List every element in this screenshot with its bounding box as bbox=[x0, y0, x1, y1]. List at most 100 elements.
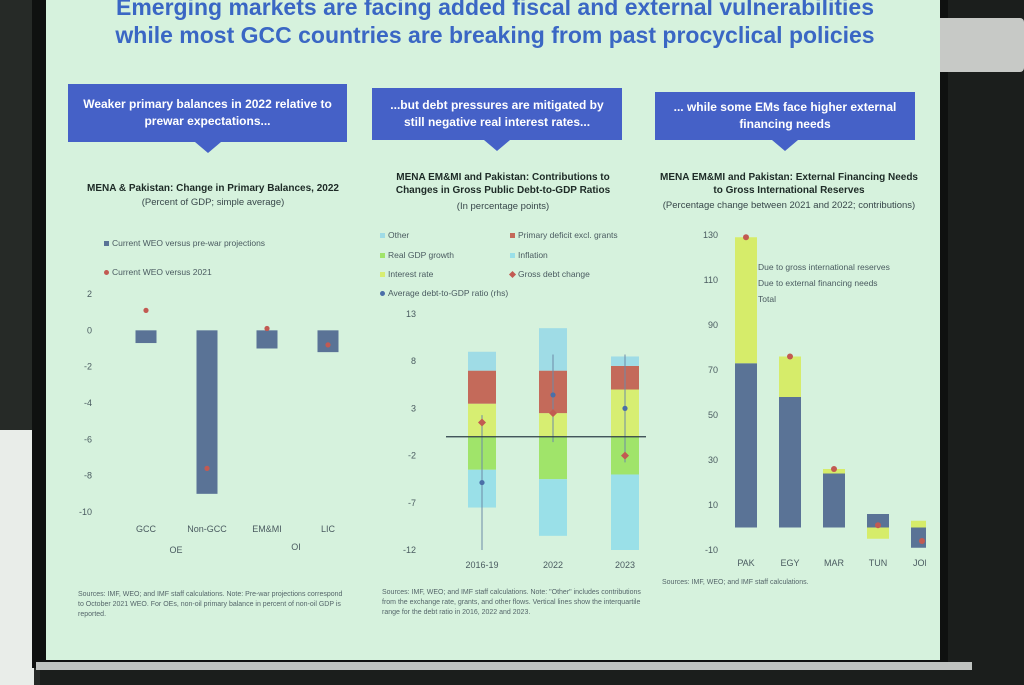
legend-square-icon bbox=[510, 253, 515, 259]
panel1-bar-LIC bbox=[317, 330, 339, 353]
panel1-xtick-label: LIC bbox=[321, 524, 336, 534]
panel2-legend-item-2: Real GDP growth bbox=[380, 250, 454, 261]
panel3-xtick-label: JOR bbox=[913, 558, 926, 568]
panel1-xtick-label: GCC bbox=[136, 524, 157, 534]
panel3-ytick-label: 70 bbox=[708, 365, 718, 375]
banner-right: ... while some EMs face higher external … bbox=[655, 92, 915, 151]
panel1-ytick-label: -10 bbox=[79, 507, 92, 517]
panel1-ytick-label: -8 bbox=[84, 471, 92, 481]
panel2-source: Sources: IMF, WEO; and IMF staff calcula… bbox=[382, 589, 641, 616]
panel1-ytick-label: -4 bbox=[84, 398, 92, 408]
panel1-bar-Non-GCC bbox=[196, 330, 218, 494]
panel1-ytick-label: 0 bbox=[87, 325, 92, 335]
legend-square-icon bbox=[104, 241, 109, 247]
panel2-xtick-label: 2016-19 bbox=[465, 560, 498, 570]
panel1-group-label-oe: OE bbox=[169, 545, 182, 555]
panel2-legend-item-5: Gross debt change bbox=[508, 269, 590, 280]
panel2-legend-item-3: Inflation bbox=[510, 250, 548, 261]
panel2-ytick-left-label: 13 bbox=[406, 309, 416, 319]
panel3-source: Sources: IMF, WEO; and IMF staff calcula… bbox=[662, 579, 809, 586]
panel3-xtick-label: MAR bbox=[824, 558, 845, 568]
panel1-xtick-label: Non-GCC bbox=[187, 524, 227, 534]
panel2-ytick-left-label: -12 bbox=[403, 545, 416, 555]
panel2-legend-item-0: Other bbox=[380, 230, 409, 241]
panel1-title: MENA & Pakistan: Change in Primary Balan… bbox=[87, 183, 339, 194]
panel2-average-ratio-dot bbox=[550, 392, 556, 398]
panel3-total-marker-PAK bbox=[743, 234, 749, 241]
legend-diamond-icon bbox=[508, 271, 517, 279]
panel2-bar-segment bbox=[468, 370, 496, 404]
slide-title-line1: Emerging markets are facing added fiscal… bbox=[115, 0, 874, 20]
panel2-ytick-left-label: 8 bbox=[411, 356, 416, 366]
panel3-bar-financing-JOR bbox=[911, 527, 926, 548]
panel3-bar-reserves-EGY bbox=[779, 356, 801, 397]
legend-square-icon bbox=[380, 272, 385, 278]
legend-square-icon bbox=[380, 233, 385, 239]
panel1-marker-EM&MI bbox=[264, 325, 270, 332]
panel3-xtick-label: TUN bbox=[869, 558, 888, 568]
panel1-marker-LIC bbox=[325, 342, 331, 348]
panel2-average-ratio-dot bbox=[479, 479, 485, 486]
legend-square-icon bbox=[380, 253, 385, 259]
panel3-bar-reserves-PAK bbox=[735, 237, 757, 364]
panel3-bar-reserves-TUN bbox=[867, 527, 889, 539]
panel2-ytick-left-label: 3 bbox=[411, 403, 416, 413]
panel1-group-label-oi: OI bbox=[291, 542, 301, 552]
panel1-subtitle: (Percent of GDP; simple average) bbox=[141, 197, 285, 208]
slide-title-line2: while most GCC countries are breaking fr… bbox=[115, 22, 875, 48]
panel2-ytick-left-label: -2 bbox=[408, 451, 416, 461]
panel1-ytick-label: 2 bbox=[87, 289, 92, 299]
panel3-ytick-label: 30 bbox=[708, 455, 718, 465]
panel1-marker-GCC bbox=[143, 307, 149, 313]
banner-middle: ...but debt pressures are mitigated by s… bbox=[372, 88, 622, 151]
panel3-title: MENA EM&MI and Pakistan: External Financ… bbox=[659, 172, 918, 196]
panel3-bar-financing-TUN bbox=[867, 514, 889, 528]
panel3-xtick-label: PAK bbox=[737, 558, 754, 568]
panel3-total-marker-MAR bbox=[831, 466, 837, 472]
panel3-subtitle: (Percentage change between 2021 and 2022… bbox=[662, 200, 916, 211]
panel1-bar-GCC bbox=[135, 330, 157, 344]
panel2-subtitle: (In percentage points) bbox=[456, 201, 550, 212]
panel2-legend-item-6: Average debt-to-GDP ratio (rhs) bbox=[380, 288, 508, 299]
panel1-ytick-label: -2 bbox=[84, 362, 92, 372]
panel2-title: MENA EM&MI and Pakistan: Contributions t… bbox=[395, 172, 611, 196]
panel3-xtick-label: EGY bbox=[780, 558, 799, 568]
wall-light-panel bbox=[0, 430, 34, 685]
panel1-source: Sources: IMF, WEO; and IMF staff calcula… bbox=[78, 591, 343, 618]
screen-bottom-bar bbox=[36, 662, 972, 670]
panel1-xtick-label: EM&MI bbox=[252, 524, 282, 534]
panel3-bar-reserves-JOR bbox=[911, 520, 926, 528]
panel2-xtick-label: 2022 bbox=[543, 560, 563, 570]
panel1-ytick-label: -6 bbox=[84, 434, 92, 444]
projected-slide: Emerging markets are facing added fiscal… bbox=[46, 0, 940, 660]
panel2-gross-debt-diamond bbox=[621, 451, 629, 460]
panel1-marker-Non-GCC bbox=[204, 465, 210, 471]
panel3-ytick-label: 10 bbox=[708, 500, 718, 510]
panel3-ytick-label: 90 bbox=[708, 320, 718, 330]
panel3-ytick-label: -10 bbox=[705, 545, 718, 555]
panel2-bar-segment bbox=[539, 479, 567, 536]
panel3-ytick-label: 50 bbox=[708, 410, 718, 420]
panel3-total-marker-EGY bbox=[787, 353, 793, 360]
panel2-bar-segment bbox=[539, 436, 567, 480]
chart-external-financing: 130 110 90 70 50 30 10 -10 PAK EGY MAR TUN JOR bbox=[703, 230, 926, 568]
panel2-legend-item-1: Primary deficit excl. grants bbox=[510, 230, 618, 241]
panel2-bar-segment bbox=[611, 474, 639, 550]
legend-dot-icon bbox=[380, 291, 385, 297]
legend-square-icon bbox=[510, 233, 515, 239]
panel2-average-ratio-dot bbox=[622, 405, 628, 411]
chart-debt-contributions: 1383-2-7-1295908580757065602016-19202220… bbox=[403, 309, 646, 570]
panel1-bar-EM&MI bbox=[256, 330, 278, 349]
panel3-ytick-label: 110 bbox=[704, 275, 718, 285]
panel3-ytick-label: 130 bbox=[703, 230, 718, 240]
panel3-total-marker-JOR bbox=[919, 538, 925, 544]
panel3-bar-financing-EGY bbox=[779, 397, 801, 528]
panel3-bar-financing-PAK bbox=[735, 363, 757, 528]
panel1-legend-item-0: Current WEO versus pre-war projections bbox=[104, 238, 265, 249]
chart-primary-balances: 2 0 -2 -4 -6 -8 -10 GCC Non-GCC EM&MI LIC OE OI bbox=[79, 289, 339, 555]
panel3-total-marker-TUN bbox=[875, 522, 881, 529]
banner-left: Weaker primary balances in 2022 relative… bbox=[68, 84, 347, 153]
panel2-bar-segment bbox=[468, 351, 496, 371]
panel1-legend-item-1: Current WEO versus 2021 bbox=[104, 267, 212, 278]
panel2-gross-debt-diamond bbox=[478, 418, 486, 427]
